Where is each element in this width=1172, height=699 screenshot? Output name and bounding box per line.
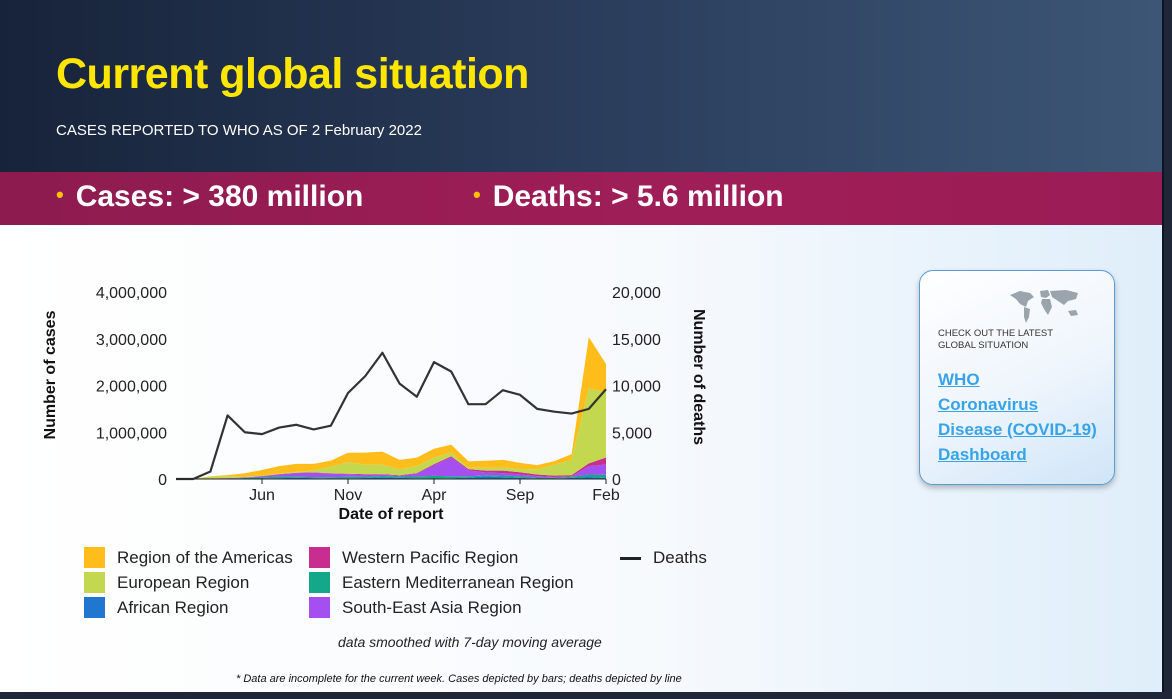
page-title: Current global situation (56, 50, 529, 98)
content-area: 0 1,000,000 2,000,000 3,000,000 4,000,000 0 5,… (0, 225, 1162, 692)
legend-label: Western Pacific Region (342, 548, 519, 567)
y-tick-label: 0 (158, 472, 167, 489)
smoothing-note: data smoothed with 7-day moving average (338, 634, 602, 650)
checkout-text: CHECK OUT THE LATEST GLOBAL SITUATION (938, 328, 1053, 351)
legend-label: Deaths (653, 548, 707, 567)
link-line[interactable]: Coronavirus (938, 395, 1039, 414)
area-european-region (176, 388, 606, 479)
legend-label: South-East Asia Region (342, 598, 522, 617)
y-tick-label: 3,000,000 (96, 332, 167, 349)
chart-legend: Region of the Americas European Region A… (84, 547, 707, 621)
deaths-stat-text: Deaths: > 5.6 million (492, 180, 784, 213)
x-axis-title: Date of report (339, 506, 445, 523)
legend-swatch (309, 547, 330, 568)
link-line[interactable]: Disease (COVID-19) (938, 420, 1097, 439)
y2-tick-label: 10,000 (612, 379, 661, 396)
legend-swatch (309, 597, 330, 618)
legend-swatch (84, 597, 105, 618)
dashboard-card[interactable]: CHECK OUT THE LATEST GLOBAL SITUATION WH… (919, 270, 1115, 485)
x-tick-label: Nov (334, 487, 362, 504)
page-subtitle: CASES REPORTED TO WHO AS OF 2 February 2… (56, 122, 422, 139)
y2-tick-label: 15,000 (612, 332, 661, 349)
footnote: * Data are incomplete for the current we… (236, 673, 682, 685)
legend-swatch (84, 547, 105, 568)
y-tick-label: 4,000,000 (96, 285, 167, 302)
cases-stat-text: Cases: > 380 million (75, 180, 364, 213)
legend-swatch (309, 572, 330, 593)
y2-axis-title: Number of deaths (690, 309, 707, 445)
y-tick-label: 1,000,000 (96, 425, 167, 442)
area-eastern-mediterranean-region (176, 474, 606, 479)
world-map-icon (1010, 290, 1078, 323)
y-tick-label: 2,000,000 (96, 379, 167, 396)
bullet-icon: • (473, 182, 481, 207)
cases-deaths-chart: 0 1,000,000 2,000,000 3,000,000 4,000,000 0 5,… (42, 285, 707, 523)
header: Current global situation CASES REPORTED … (0, 0, 1162, 172)
legend-label: Region of the Americas (117, 548, 293, 567)
y2-tick-label: 5,000 (612, 425, 652, 442)
link-line[interactable]: WHO (938, 370, 980, 389)
area-region-of-the-americas (176, 337, 606, 479)
legend-label: Eastern Mediterranean Region (342, 573, 574, 592)
link-line[interactable]: Dashboard (938, 445, 1027, 464)
stats-band: • Cases: > 380 million • Deaths: > 5.6 mil… (0, 172, 1162, 225)
area-african-region (176, 476, 606, 479)
x-tick-label: Apr (422, 487, 448, 504)
deaths-stat: • Deaths: > 5.6 million (473, 180, 784, 214)
y-axis-title: Number of cases (42, 310, 59, 439)
legend-label: European Region (117, 573, 250, 592)
legend-label: African Region (117, 598, 229, 617)
y2-tick-label: 20,000 (612, 285, 661, 302)
bullet-icon: • (56, 182, 64, 207)
y2-tick-label: 0 (612, 472, 621, 489)
deaths-line (176, 351, 607, 481)
legend-swatch (84, 572, 105, 593)
who-dashboard-link[interactable]: WHO Coronavirus Disease (COVID-19) Dashb… (938, 367, 1113, 467)
cases-stat: • Cases: > 380 million (56, 180, 363, 214)
legend-line (620, 557, 641, 560)
x-tick-label: Feb (592, 487, 620, 504)
x-tick-label: Sep (506, 487, 535, 504)
area-south-east-asia-region (176, 457, 606, 479)
x-tick-label: Jun (249, 487, 275, 504)
